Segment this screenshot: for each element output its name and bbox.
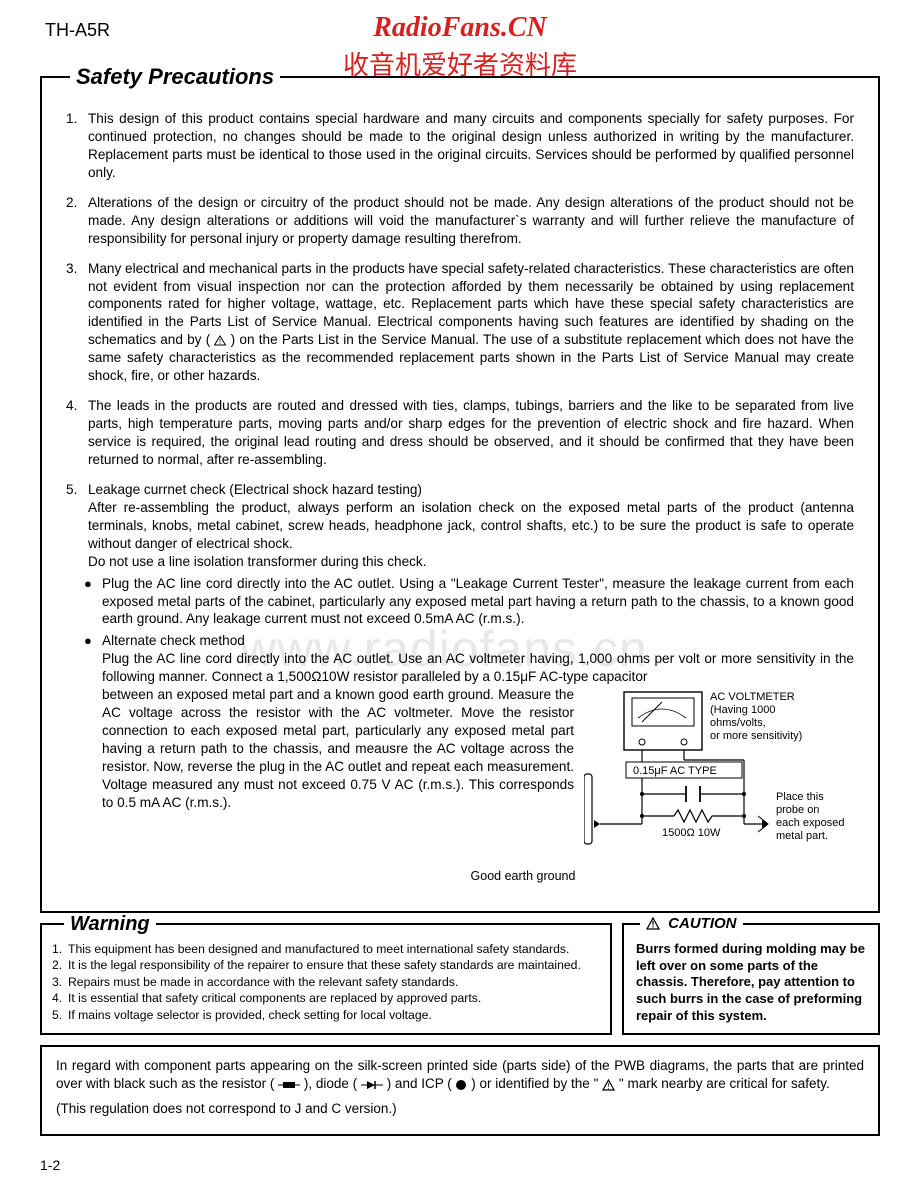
svg-text:!: ! — [219, 337, 221, 346]
leakage-bullet: Plug the AC line cord directly into the … — [88, 575, 854, 629]
voltmeter-diagram: AC VOLTMETER (Having 1000 ohms/volts, or… — [584, 686, 854, 866]
alt-check-fullwidth: Plug the AC line cord directly into the … — [102, 650, 854, 686]
warning-item: It is essential that safety critical com… — [52, 990, 600, 1006]
caution-frame: ! CAUTION Burrs formed during molding ma… — [622, 923, 880, 1035]
alt-check-text: between an exposed metal part and a know… — [102, 686, 574, 866]
warning-triangle-icon: ! — [646, 915, 664, 932]
leakage-no-line-transformer: Do not use a line isolation transformer … — [88, 553, 854, 571]
brand-header: RadioFans.CN — [373, 12, 547, 44]
precaution-text: Many electrical and mechanical parts in … — [88, 261, 854, 384]
caution-body: Burrs formed during molding may be left … — [636, 941, 866, 1025]
voltmeter-label-l3: ohms/volts, — [710, 717, 766, 729]
regard-note: (This regulation does not correspond to … — [56, 1100, 864, 1118]
warning-title: Warning — [64, 913, 156, 936]
resistor-symbol-icon — [278, 1080, 300, 1090]
svg-text:!: ! — [652, 919, 655, 929]
precaution-item: This design of this product contains spe… — [66, 110, 854, 182]
regard-text: ), diode ( — [304, 1076, 357, 1091]
diode-symbol-icon — [361, 1080, 383, 1090]
leakage-bullet-alt: Alternate check method Plug the AC line … — [88, 632, 854, 884]
probe-note-l3: each exposed — [776, 817, 845, 829]
resistor-label: 1500Ω 10W — [662, 827, 721, 839]
icp-symbol-icon — [455, 1079, 467, 1091]
warning-item: Repairs must be made in accordance with … — [52, 974, 600, 990]
model-code: TH-A5R — [45, 20, 110, 41]
leakage-heading: Leakage currnet check (Electrical shock … — [88, 482, 422, 497]
cap-label: 0.15μF AC TYPE — [633, 765, 717, 777]
leakage-intro: After re-assembling the product, always … — [88, 499, 854, 553]
probe-note-l4: metal part. — [776, 830, 828, 842]
regard-paragraph: In regard with component parts appearing… — [56, 1057, 864, 1093]
precaution-item: Many electrical and mechanical parts in … — [66, 260, 854, 386]
warning-frame: Warning This equipment has been designed… — [40, 923, 612, 1035]
warning-item: It is the legal responsibility of the re… — [52, 957, 600, 973]
leakage-bullets: Plug the AC line cord directly into the … — [88, 575, 854, 885]
probe-note-l1: Place this — [776, 791, 824, 803]
voltmeter-label-l4: or more sensitivity) — [710, 730, 802, 742]
regard-text: ) or identified by the " — [471, 1076, 598, 1091]
regard-text: " mark nearby are critical for safety. — [619, 1076, 830, 1091]
warning-list: This equipment has been designed and man… — [52, 941, 600, 1023]
regard-text: ) and ICP ( — [387, 1076, 452, 1091]
safety-precautions-frame: Safety Precautions This design of this p… — [40, 76, 880, 913]
warning-item: If mains voltage selector is provided, c… — [52, 1007, 600, 1023]
caution-title: ! CAUTION — [640, 915, 743, 932]
probe-note-l2: probe on — [776, 804, 819, 816]
svg-text:!: ! — [608, 1082, 610, 1091]
circuit-diagram-svg: AC VOLTMETER (Having 1000 ohms/volts, or… — [584, 686, 854, 866]
precaution-item-leakage: Leakage currnet check (Electrical shock … — [66, 481, 854, 885]
caution-label-text: CAUTION — [668, 915, 736, 932]
page-number: 1-2 — [40, 1157, 60, 1173]
component-regard-box: In regard with component parts appearing… — [40, 1045, 880, 1136]
alt-check-title: Alternate check method — [102, 632, 854, 650]
safety-precautions-title: Safety Precautions — [70, 64, 280, 90]
warning-item: This equipment has been designed and man… — [52, 941, 600, 957]
warning-triangle-icon: ! — [602, 1079, 615, 1091]
precaution-item: Alterations of the design or circuitry o… — [66, 194, 854, 248]
precaution-list: This design of this product contains spe… — [66, 110, 854, 885]
precaution-item: The leads in the products are routed and… — [66, 397, 854, 469]
voltmeter-label-l2: (Having 1000 — [710, 704, 775, 716]
good-earth-label: Good earth ground — [192, 868, 854, 885]
voltmeter-label-l1: AC VOLTMETER — [710, 691, 795, 703]
